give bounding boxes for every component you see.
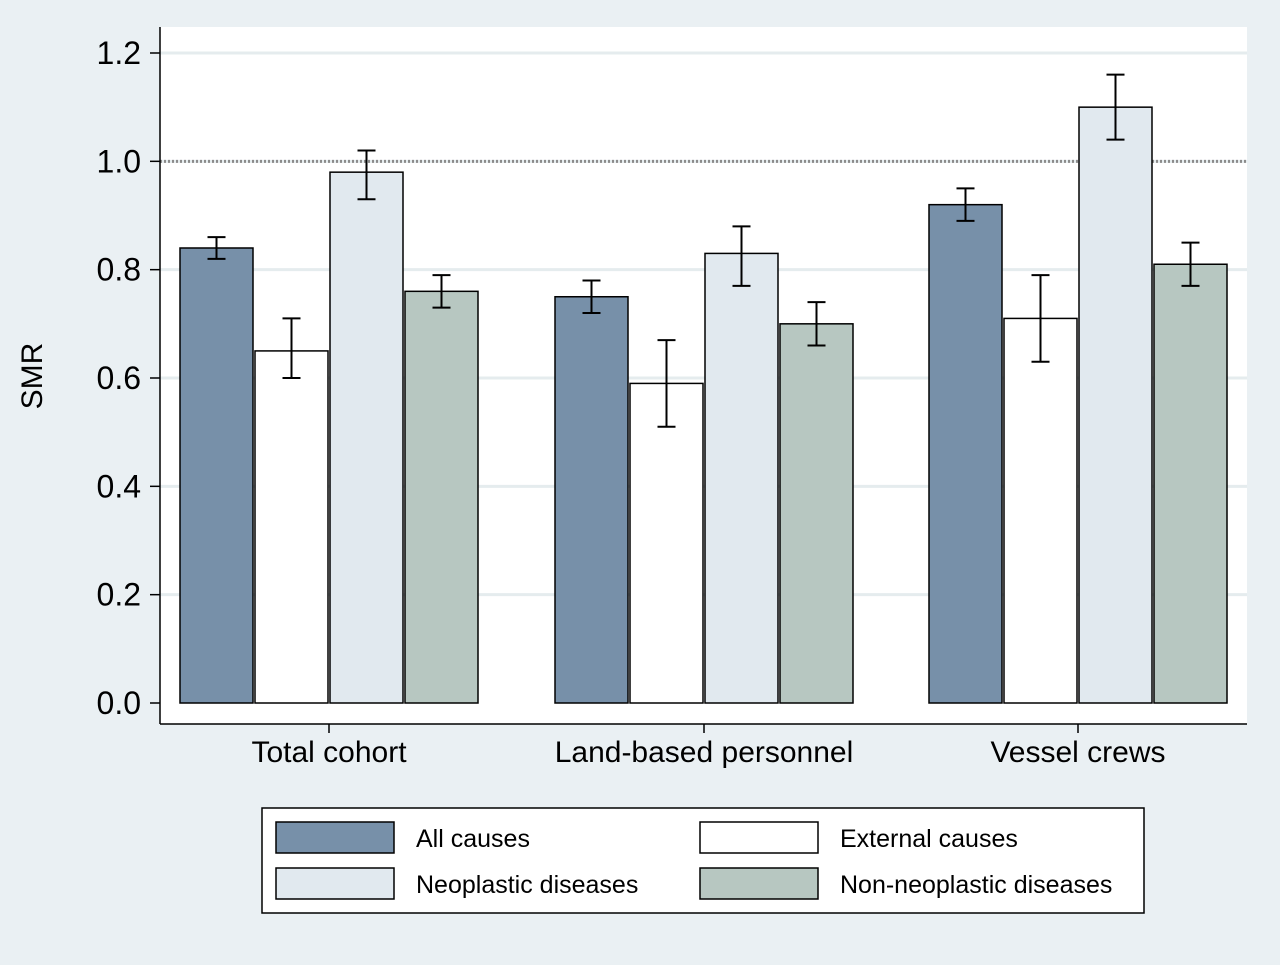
bar — [404, 290, 479, 704]
bar — [254, 350, 329, 704]
legend-label: Neoplastic diseases — [416, 871, 638, 899]
y-tick-label: 0.6 — [97, 360, 141, 396]
x-axis-labels: Total cohort Land-based personnel Vessel c… — [251, 724, 1166, 769]
error-bars — [207, 73, 1200, 428]
legend-entries: All causes External causes Neoplastic dise… — [275, 821, 1112, 900]
legend-label: External causes — [840, 825, 1018, 853]
y-tick-label: 1.0 — [97, 143, 141, 179]
y-tick-label: 0.8 — [97, 252, 141, 288]
bar — [928, 203, 1003, 704]
bar — [329, 171, 404, 704]
bars — [179, 106, 1228, 704]
legend-label: All causes — [416, 825, 530, 853]
bar — [629, 382, 704, 704]
bar — [1153, 263, 1228, 704]
legend-swatch — [275, 867, 395, 900]
legend-swatch — [275, 821, 395, 854]
bar — [554, 295, 629, 704]
x-tick-label: Total cohort — [251, 736, 407, 769]
y-tick-label: 0.0 — [97, 685, 141, 721]
legend-swatch — [699, 867, 819, 900]
bar — [1003, 317, 1078, 704]
bar — [179, 247, 254, 704]
y-tick-label: 1.2 — [97, 35, 141, 71]
legend: All causes External causes Neoplastic dise… — [261, 807, 1145, 914]
x-tick-label: Land-based personnel — [555, 736, 854, 769]
y-axis-title: SMR — [16, 343, 49, 410]
bar — [704, 252, 779, 704]
x-tick-label: Vessel crews — [990, 736, 1165, 769]
y-tick-label: 0.2 — [97, 577, 141, 613]
bar — [779, 323, 854, 704]
y-axis-ticks: 0.0 0.2 0.4 0.6 0.8 1.0 1.2 — [97, 35, 160, 721]
legend-swatch — [699, 821, 819, 854]
y-tick-label: 0.4 — [97, 468, 141, 504]
bar — [1078, 106, 1153, 704]
legend-label: Non-neoplastic diseases — [840, 871, 1112, 899]
